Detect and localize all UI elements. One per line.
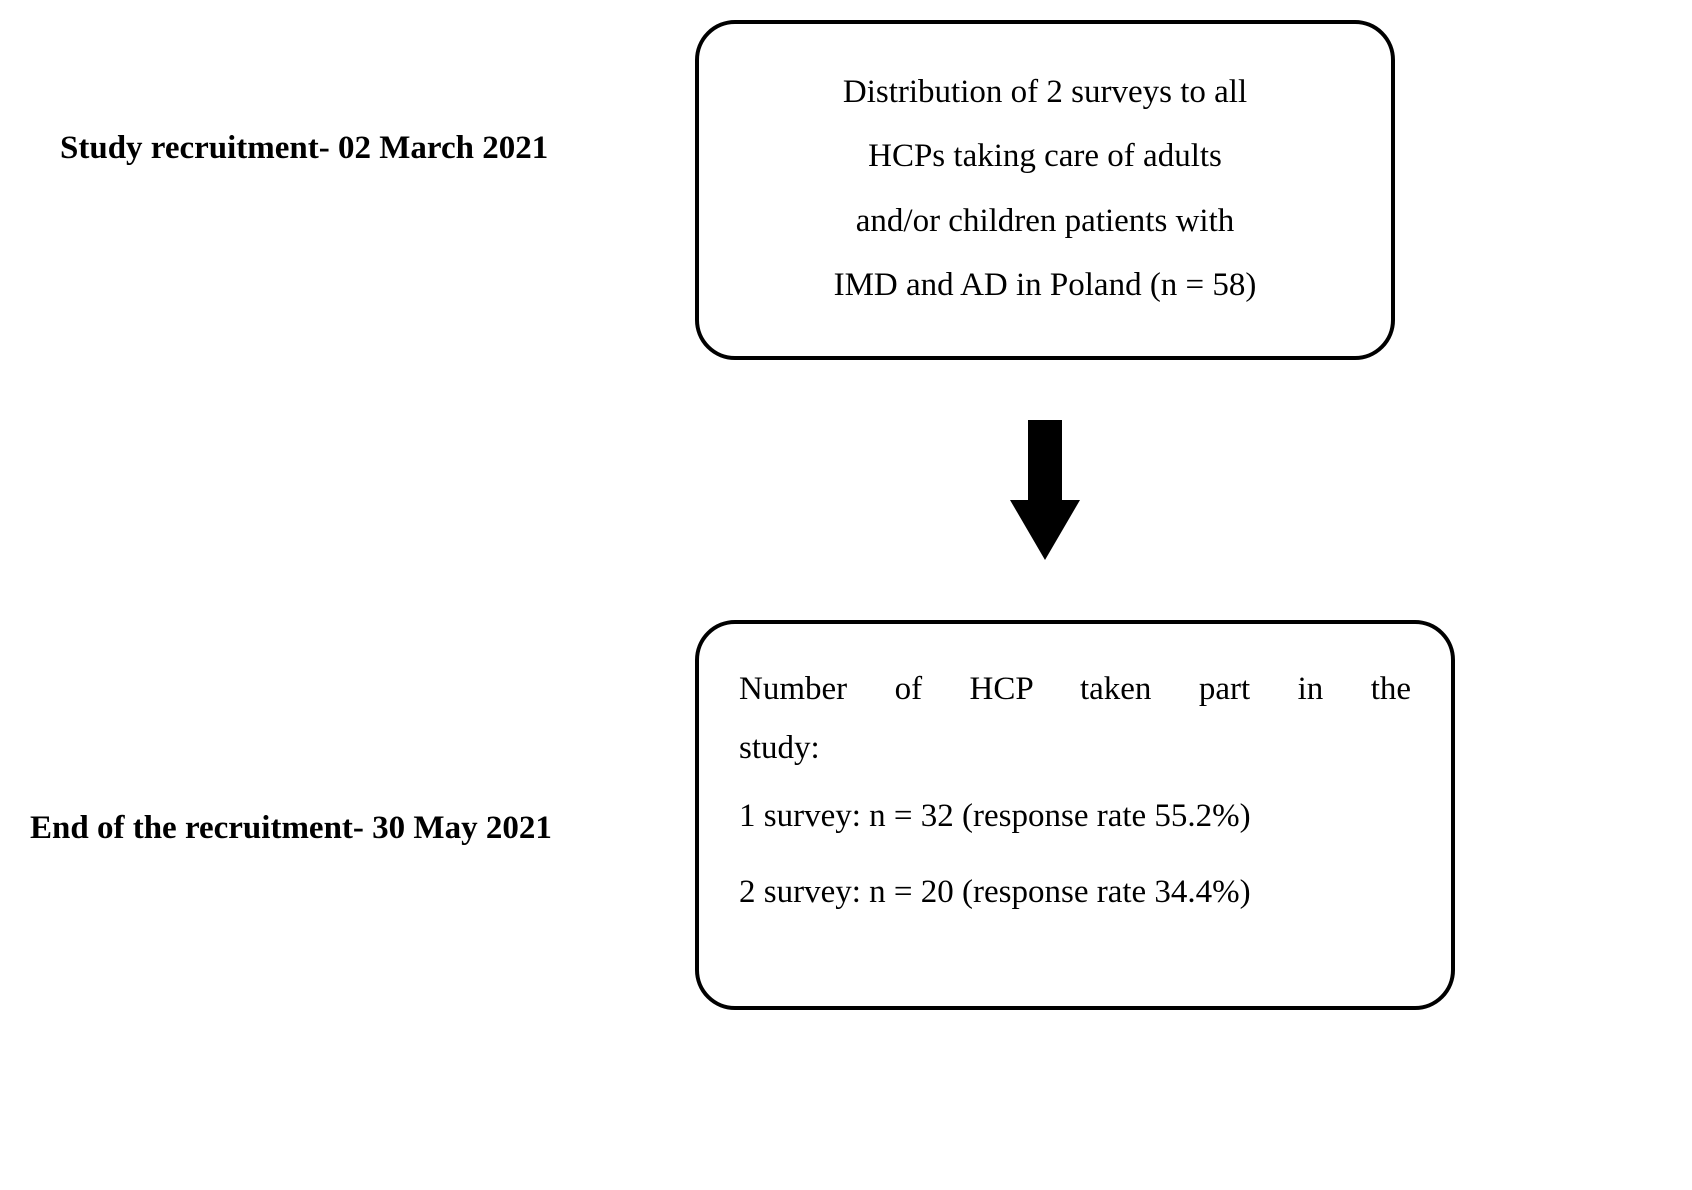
node-results-title-line-2: study: bbox=[739, 719, 1411, 778]
node-distribution-line-2: HCPs taking care of adults bbox=[739, 124, 1351, 188]
label-recruitment-end: End of the recruitment- 30 May 2021 bbox=[30, 810, 690, 847]
node-distribution-line-1: Distribution of 2 surveys to all bbox=[739, 60, 1351, 124]
node-results: Number of HCP taken part in the study: 1… bbox=[695, 620, 1455, 1010]
flow-canvas: Study recruitment- 02 March 2021 End of … bbox=[0, 0, 1692, 1190]
node-results-line-2: 2 survey: n = 20 (response rate 34.4%) bbox=[739, 855, 1411, 931]
node-distribution: Distribution of 2 surveys to all HCPs ta… bbox=[695, 20, 1395, 360]
arrow-down-icon bbox=[1010, 420, 1080, 560]
label-recruitment-start: Study recruitment- 02 March 2021 bbox=[60, 130, 660, 167]
node-results-line-1: 1 survey: n = 32 (response rate 55.2%) bbox=[739, 779, 1411, 855]
node-results-title-line-1: Number of HCP taken part in the bbox=[739, 660, 1411, 719]
node-distribution-line-3: and/or children patients with bbox=[739, 189, 1351, 253]
node-distribution-line-4: IMD and AD in Poland (n = 58) bbox=[739, 253, 1351, 317]
